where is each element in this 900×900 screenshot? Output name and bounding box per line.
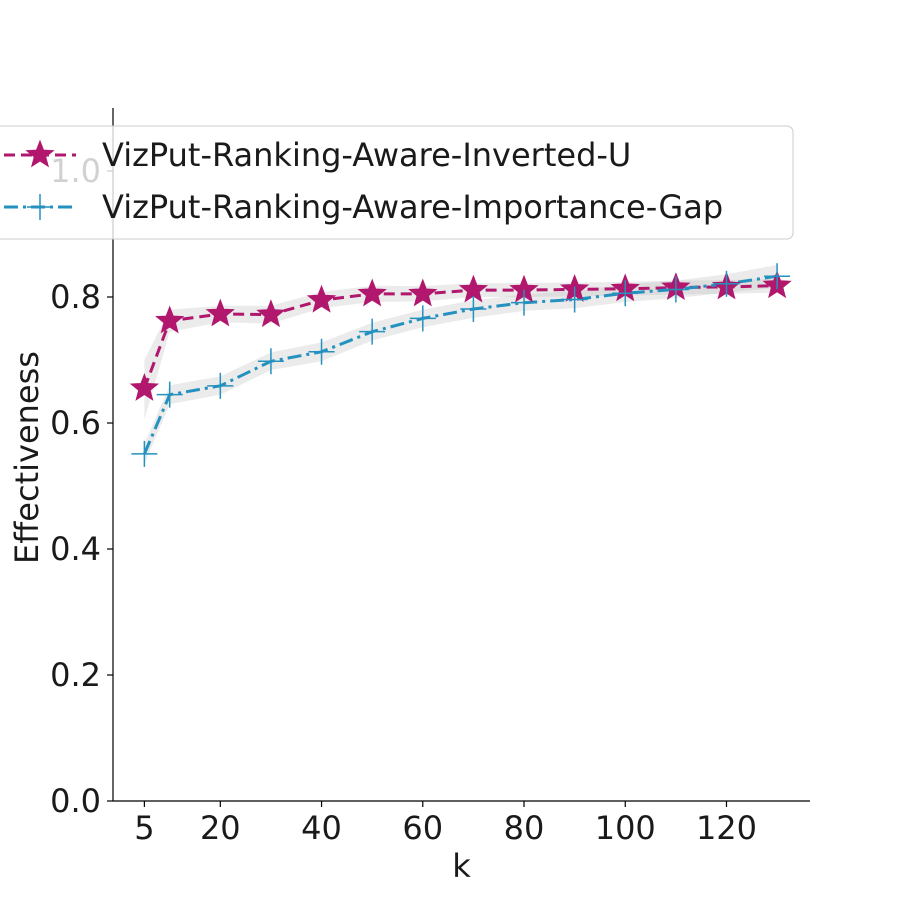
data-point-s0-1 (155, 305, 185, 334)
data-point-s1-9 (561, 286, 588, 313)
data-point-s1-10 (612, 280, 639, 307)
legend-label-inverted-u: VizPut-Ranking-Aware-Inverted-U (102, 136, 631, 174)
data-point-s1-11 (662, 276, 689, 303)
data-point-s1-1 (156, 381, 183, 408)
data-point-s1-2 (207, 372, 234, 399)
legend-marker-1 (27, 194, 53, 220)
data-point-s1-13 (764, 263, 791, 290)
y-tick-label: 0.0 (50, 782, 101, 820)
data-point-s1-0 (131, 440, 158, 467)
confidence-band-0 (144, 278, 778, 420)
data-point-s0-6 (408, 278, 438, 307)
data-point-s1-3 (257, 348, 284, 375)
data-point-s1-4 (308, 338, 335, 365)
x-axis-label: k (452, 847, 471, 885)
x-tick-label: 100 (595, 809, 656, 847)
data-point-s1-7 (460, 295, 487, 322)
legend-marker-0 (25, 139, 55, 168)
legend-item-inverted-u: VizPut-Ranking-Aware-Inverted-U (4, 136, 631, 174)
data-point-s1-12 (713, 270, 740, 297)
data-point-s0-3 (256, 299, 286, 328)
y-axis-label: Effectiveness (8, 351, 46, 564)
legend-item-importance-gap: VizPut-Ranking-Aware-Importance-Gap (4, 188, 723, 226)
x-tick-label: 60 (402, 809, 443, 847)
data-point-s0-2 (205, 298, 235, 327)
series-markers (129, 263, 792, 467)
legend: VizPut-Ranking-Aware-Inverted-U VizPut-R… (0, 125, 794, 240)
data-point-s0-0 (129, 373, 160, 401)
x-tick-label: 120 (696, 809, 757, 847)
data-point-s1-8 (511, 289, 538, 316)
x-tick-label: 40 (301, 809, 342, 847)
data-point-s1-5 (359, 318, 386, 345)
x-tick-label: 20 (200, 809, 241, 847)
x-tick-label: 5 (134, 809, 154, 847)
legend-box (0, 125, 794, 240)
y-ticks: 0.00.20.40.60.81.0 (50, 152, 113, 820)
y-tick-label: 0.6 (50, 404, 101, 442)
data-point-s0-4 (306, 284, 337, 313)
legend-label-importance-gap: VizPut-Ranking-Aware-Importance-Gap (102, 188, 723, 226)
y-tick-label: 0.2 (50, 656, 101, 694)
x-tick-label: 80 (504, 809, 545, 847)
data-point-s0-5 (357, 278, 387, 307)
data-point-s1-6 (409, 305, 436, 332)
x-ticks: 5 20 40 60 80 100 120 (134, 801, 757, 847)
y-tick-label: 0.4 (50, 530, 101, 568)
y-tick-label: 0.8 (50, 278, 101, 316)
